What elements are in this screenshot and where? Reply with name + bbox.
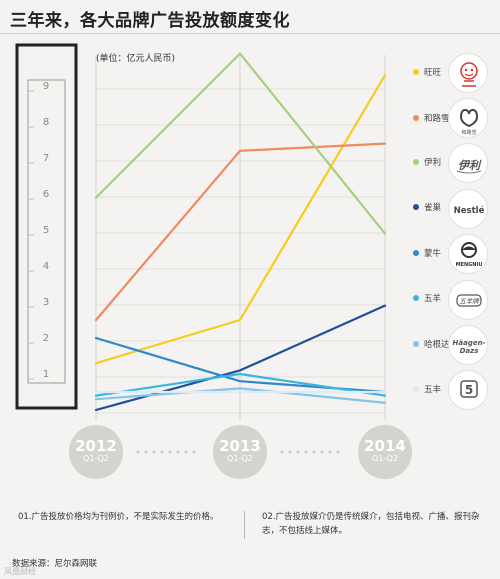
legend-swatch: [413, 340, 419, 347]
year-circle: [358, 425, 412, 479]
legend-swatch: [413, 385, 419, 392]
watermark: 凤凰财经: [4, 567, 36, 576]
svg-text:和路雪: 和路雪: [461, 129, 476, 136]
year-number: 2014: [364, 437, 406, 455]
line-chart: 1 2 3 4 5 6 7 8 9: [15, 43, 412, 479]
legend-entry: 和路雪: [413, 112, 450, 126]
dot-separator: [288, 450, 292, 454]
footnote-2-line2: 志，不包括线上媒体。: [262, 526, 348, 536]
nestle-logo: Nestlé: [448, 189, 488, 229]
haagendazs-logo: Häagen- Dazs: [448, 325, 488, 365]
svg-text:Dazs: Dazs: [460, 347, 479, 355]
legend-swatch: [413, 68, 419, 75]
dot-separator: [336, 450, 340, 454]
y-tick-label: 3: [43, 297, 49, 308]
year-circle: [213, 425, 267, 479]
year-label: 2012 Q1-Q2: [68, 439, 124, 464]
year-number: 2012: [75, 437, 117, 455]
series-line: [94, 372, 387, 397]
y-tick-label: 9: [43, 81, 49, 92]
wallsmilk-logo: 和路雪: [448, 98, 488, 138]
wufeng-logo: 5: [448, 370, 488, 410]
legend-entry: 伊利: [413, 156, 441, 170]
year-period: Q1-Q2: [83, 454, 109, 463]
year-number: 2013: [219, 437, 261, 455]
dot-separator: [160, 450, 164, 454]
series-line: [94, 74, 387, 365]
legend-label: 蒙牛: [424, 249, 442, 259]
svg-text:伊利: 伊利: [458, 159, 482, 172]
year-label: 2013 Q1-Q2: [212, 439, 268, 464]
dot-separator: [144, 450, 148, 454]
dot-separator: [184, 450, 188, 454]
page-title: 三年来，各大品牌广告投放额度变化: [10, 11, 290, 31]
dot-separator: [192, 450, 196, 454]
legend-swatch: [413, 203, 419, 210]
footnote-1: 01.广告投放价格均为刊例价，不是实际发生的价格。: [18, 510, 219, 524]
yili-logo: 伊利: [448, 143, 488, 183]
dot-separator: [328, 450, 332, 454]
legend-swatch: [413, 249, 419, 256]
legend-label: 伊利: [424, 158, 442, 168]
dot-separator: [296, 450, 300, 454]
dot-separator: [136, 450, 140, 454]
legend-label: 和路雪: [424, 114, 450, 124]
svg-text:五羊牌: 五羊牌: [459, 298, 480, 306]
legend-swatch: [413, 294, 419, 301]
legend-entry: 蒙牛: [413, 247, 441, 261]
legend-entry: 旺旺: [413, 66, 441, 80]
year-period: Q1-Q2: [227, 454, 253, 463]
wangwang-logo: [448, 53, 488, 93]
series-line: [94, 304, 387, 412]
legend-entry: 哈根达斯: [413, 338, 458, 352]
y-tick-label: 6: [43, 189, 49, 200]
footnote-divider: [244, 511, 245, 539]
footnote-2: 02.广告投放媒介仍是传统媒介，包括电视、广播、报刊杂 志，不包括线上媒体。: [262, 510, 494, 538]
y-tick-label: 2: [43, 333, 49, 344]
svg-text:5: 5: [465, 383, 473, 397]
legend-label: 雀巢: [424, 203, 442, 213]
legend-entry: 五羊: [413, 292, 441, 306]
dot-separator: [168, 450, 172, 454]
year-circle: [69, 425, 123, 479]
axis-frame: [15, 43, 78, 410]
y-tick-label: 5: [43, 225, 49, 236]
data-source: 数据来源：尼尔森网联: [12, 559, 98, 569]
dot-separator: [304, 450, 308, 454]
y-tick-label: 7: [43, 153, 49, 164]
axis-ruler: [27, 79, 66, 384]
svg-text:Häagen-: Häagen-: [453, 339, 486, 347]
dot-separator: [320, 450, 324, 454]
legend-entry: 五丰: [413, 383, 441, 397]
mengniu-logo: MENGNIU: [448, 234, 488, 274]
footnote-2-line1: 02.广告投放媒介仍是传统媒介，包括电视、广播、报刊杂: [262, 512, 480, 522]
legend-label: 五丰: [424, 385, 442, 395]
y-tick-label: 4: [43, 261, 49, 272]
title-divider: [0, 33, 500, 34]
svg-text:MENGNIU: MENGNIU: [456, 262, 483, 268]
series-line: [94, 142, 387, 322]
wuyang-logo: 五羊牌: [448, 280, 488, 320]
dot-separator: [280, 450, 284, 454]
legend-label: 旺旺: [424, 68, 442, 78]
series-line: [94, 52, 387, 235]
legend-label: 五羊: [424, 294, 442, 304]
unit-label: (单位：亿元人民币): [96, 54, 176, 64]
dot-separator: [312, 450, 316, 454]
svg-text:Nestlé: Nestlé: [454, 205, 485, 216]
legend-entry: 雀巢: [413, 201, 441, 215]
year-period: Q1-Q2: [372, 454, 398, 463]
dot-separator: [176, 450, 180, 454]
series-line: [94, 387, 387, 404]
y-tick-label: 1: [43, 369, 49, 380]
footnote-1-text: 01.广告投放价格均为刊例价，不是实际发生的价格。: [18, 512, 219, 522]
year-label: 2014 Q1-Q2: [357, 439, 413, 464]
legend-swatch: [413, 158, 419, 165]
y-tick-label: 8: [43, 117, 49, 128]
legend-swatch: [413, 114, 419, 121]
legend-label: 哈根达斯: [424, 340, 459, 350]
dot-separator: [152, 450, 156, 454]
